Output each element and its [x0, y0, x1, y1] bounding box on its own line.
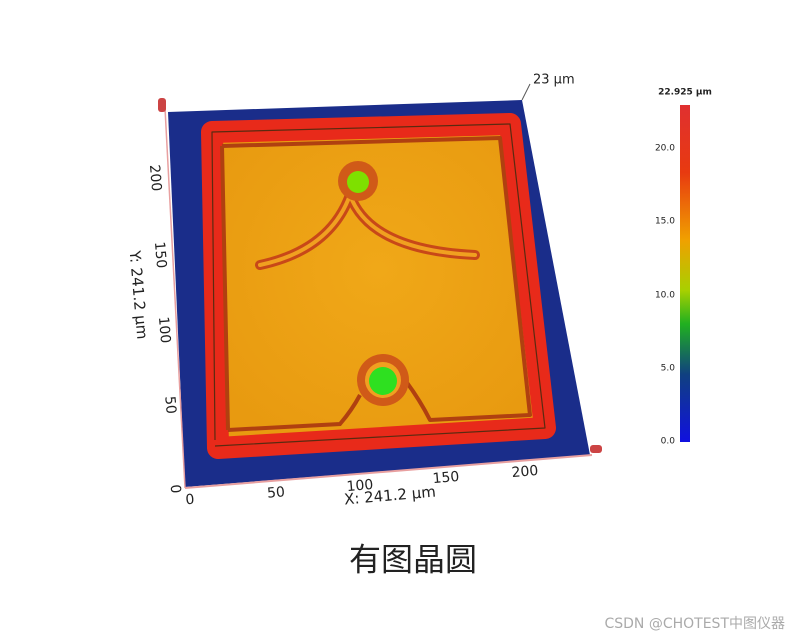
inner-trace: [220, 145, 230, 431]
colorbar-tick-label: 0.0: [661, 437, 676, 447]
pad: [347, 171, 369, 193]
inner-trace: [227, 394, 362, 432]
z-axis-line: [521, 83, 531, 101]
y-tick-label: 150: [151, 241, 169, 269]
y-tick-label: 0: [167, 484, 184, 494]
colorbar-tick-label: 5.0: [661, 364, 676, 374]
y-axis-line: [164, 107, 186, 489]
watermark: CSDN @CHOTEST中图仪器: [604, 616, 785, 632]
colorbar-tick-label: 20.0: [655, 144, 675, 154]
inner-trace: [221, 136, 532, 422]
y-tick-label: 200: [146, 164, 164, 192]
x-tick-label: 0: [185, 492, 195, 509]
y-axis-label: Y: 241.2 µm: [126, 249, 152, 340]
colorbar: [680, 105, 690, 442]
x-tick-label: 100: [346, 477, 374, 495]
y-tick-label: 50: [161, 395, 178, 414]
x-tick-label: 150: [432, 469, 460, 487]
colorbar-max: 22.925 µm: [658, 88, 712, 98]
colorbar-tick-label: 15.0: [655, 217, 675, 227]
pad: [369, 367, 397, 395]
caption: 有图晶圆: [349, 541, 477, 579]
z-height: 23 µm: [533, 73, 575, 88]
x-tick-label: 200: [511, 463, 539, 481]
colorbar-tick-label: 10.0: [655, 291, 675, 301]
x-tick-label: 50: [266, 484, 285, 501]
corner-marker: [158, 98, 166, 112]
corner-marker: [590, 445, 602, 453]
x-axis-line: [184, 454, 593, 489]
y-tick-label: 100: [155, 316, 173, 344]
frame-edge: [211, 123, 546, 447]
